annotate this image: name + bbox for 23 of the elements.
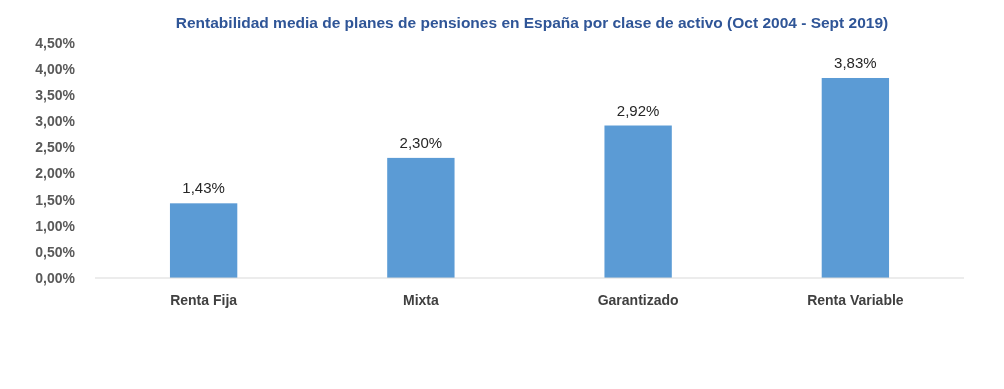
bar [169,203,238,278]
y-tick-label: 1,50% [35,191,76,208]
y-tick-label: 4,50% [35,34,76,51]
bar [604,125,672,278]
y-tick-label: 2,00% [35,165,76,182]
data-label: 3,83% [834,53,877,71]
data-label: 2,30% [399,133,443,151]
y-tick-label: 0,50% [35,243,76,260]
y-tick-label: 0,00% [35,269,76,286]
y-tick-label: 1,00% [35,217,76,234]
x-tick-label: Mixta [402,292,439,308]
x-tick-label: Garantizado [597,292,679,308]
bar [821,77,890,278]
x-tick-label: Renta Fija [170,292,238,308]
chart-title: Rentabilidad media de planes de pensiones en España por clase de activo (Oct 2004 - Sept 2019) [175,14,889,31]
data-label: 2,92% [616,101,660,119]
bar [387,157,455,278]
y-tick-label: 2,50% [35,139,76,156]
y-tick-label: 4,00% [35,61,76,78]
data-label: 1,43% [182,179,225,197]
y-tick-label: 3,50% [35,87,76,104]
y-tick-label: 3,00% [35,113,76,130]
x-tick-label: Renta Variable [807,292,904,308]
